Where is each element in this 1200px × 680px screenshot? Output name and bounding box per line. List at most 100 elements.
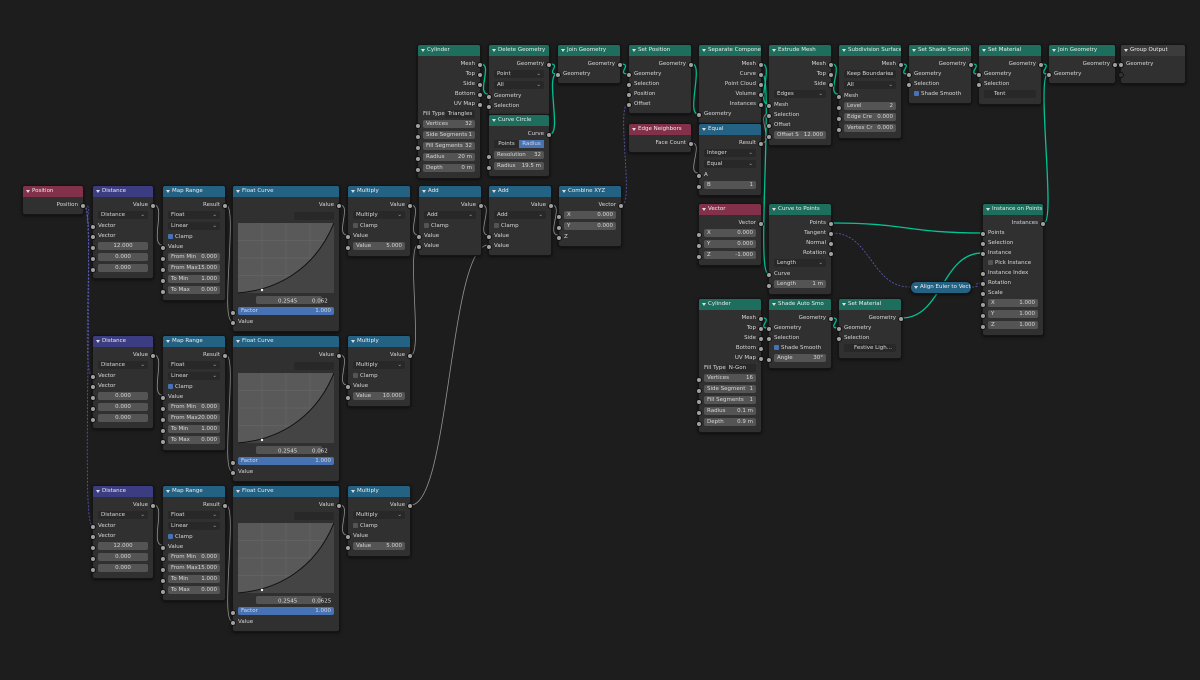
- socket[interactable]: [230, 610, 236, 616]
- socket[interactable]: [836, 326, 842, 332]
- socket[interactable]: [688, 141, 694, 147]
- material-field[interactable]: Festive Ligh...: [844, 344, 896, 352]
- socket[interactable]: [486, 104, 492, 110]
- socket[interactable]: [898, 62, 904, 68]
- socket[interactable]: [976, 82, 982, 88]
- dropdown[interactable]: Distance ⌄: [98, 511, 148, 519]
- socket[interactable]: [555, 72, 561, 78]
- socket[interactable]: [1040, 221, 1046, 227]
- number-field[interactable]: 0.000: [98, 392, 148, 400]
- socket[interactable]: [906, 82, 912, 88]
- socket[interactable]: [758, 316, 764, 322]
- socket[interactable]: [160, 289, 166, 295]
- socket[interactable]: [626, 102, 632, 108]
- socket[interactable]: [980, 271, 986, 277]
- node[interactable]: Combine XYZ Vector X 0.000 Y 0.000 Z: [556, 185, 624, 247]
- socket[interactable]: [618, 203, 624, 209]
- socket[interactable]: [836, 105, 842, 111]
- socket[interactable]: [230, 310, 236, 316]
- socket[interactable]: [160, 278, 166, 284]
- socket[interactable]: [828, 221, 834, 227]
- socket[interactable]: [90, 245, 96, 251]
- socket[interactable]: [696, 388, 702, 394]
- socket[interactable]: [150, 503, 156, 509]
- socket[interactable]: [626, 72, 632, 78]
- socket[interactable]: [230, 470, 236, 476]
- socket[interactable]: [980, 324, 986, 330]
- socket[interactable]: [980, 291, 986, 297]
- number-field[interactable]: From Max 20.000: [168, 414, 220, 422]
- socket[interactable]: [90, 256, 96, 262]
- socket[interactable]: [696, 410, 702, 416]
- socket[interactable]: [696, 254, 702, 260]
- dropdown[interactable]: Float ⌄: [168, 211, 220, 219]
- node[interactable]: Float Curve Value 0.2545 0.0625 Factor 1.000 V…: [230, 485, 342, 632]
- number-field[interactable]: Y 0.000: [564, 222, 616, 230]
- node[interactable]: Cylinder Mesh Top Side Bottom UV Map Fill Type…: [415, 44, 483, 179]
- dropdown[interactable]: Triangles: [444, 110, 475, 118]
- socket[interactable]: [336, 503, 342, 509]
- number-field[interactable]: To Min 1.000: [168, 575, 220, 583]
- number-field[interactable]: Value 10.000: [353, 392, 405, 400]
- number-field[interactable]: 0.000: [98, 253, 148, 261]
- toggle-option[interactable]: Radius: [519, 140, 544, 148]
- socket[interactable]: [546, 62, 552, 68]
- socket[interactable]: [766, 336, 772, 342]
- socket[interactable]: [478, 203, 484, 209]
- socket[interactable]: [980, 281, 986, 287]
- socket[interactable]: [828, 316, 834, 322]
- socket[interactable]: [345, 395, 351, 401]
- socket[interactable]: [758, 102, 764, 108]
- socket[interactable]: [222, 353, 228, 359]
- socket[interactable]: [416, 234, 422, 240]
- socket[interactable]: [345, 234, 351, 240]
- socket[interactable]: [626, 82, 632, 88]
- number-field[interactable]: Resolution 32: [494, 151, 544, 159]
- socket[interactable]: [345, 545, 351, 551]
- socket[interactable]: [486, 234, 492, 240]
- socket[interactable]: [1038, 62, 1044, 68]
- number-field[interactable]: Fill Segments 32: [423, 142, 475, 150]
- number-field[interactable]: Angle 30°: [774, 354, 826, 362]
- socket[interactable]: [968, 62, 974, 68]
- curve-widget[interactable]: 0.2545 0.0625: [237, 510, 335, 606]
- socket[interactable]: [980, 231, 986, 237]
- number-field[interactable]: 0.000: [98, 553, 148, 561]
- socket[interactable]: [477, 62, 483, 68]
- socket[interactable]: [90, 234, 96, 240]
- dropdown[interactable]: N-Gon: [725, 364, 756, 372]
- number-field[interactable]: Radius 0.1 m: [704, 407, 756, 415]
- node[interactable]: Group Output Geometry: [1118, 44, 1186, 84]
- socket[interactable]: [415, 145, 421, 151]
- socket[interactable]: [617, 62, 623, 68]
- socket[interactable]: [828, 241, 834, 247]
- toggle-option[interactable]: Points: [494, 140, 519, 148]
- socket[interactable]: [766, 357, 772, 363]
- socket[interactable]: [626, 92, 632, 98]
- number-field[interactable]: 12.000: [98, 542, 148, 550]
- dropdown[interactable]: Float ⌄: [168, 511, 220, 519]
- node[interactable]: Join Geometry Geometry Geometry: [555, 44, 623, 84]
- socket[interactable]: [160, 439, 166, 445]
- node[interactable]: Delete Geometry Geometry Point ⌄ All ⌄ Geometr…: [486, 44, 552, 116]
- node[interactable]: Multiply Value Multiply ⌄ Clamp Value Value 5.0…: [345, 485, 413, 557]
- socket[interactable]: [766, 326, 772, 332]
- number-field[interactable]: Factor 1.000: [238, 607, 334, 615]
- dropdown[interactable]: Add ⌄: [424, 211, 476, 219]
- socket[interactable]: [766, 113, 772, 119]
- socket[interactable]: [415, 134, 421, 140]
- number-field[interactable]: Factor 1.000: [238, 457, 334, 465]
- socket[interactable]: [160, 395, 166, 401]
- socket[interactable]: [345, 534, 351, 540]
- node[interactable]: Add Value Add ⌄ Clamp Value Value: [416, 185, 484, 256]
- socket[interactable]: [980, 302, 986, 308]
- socket[interactable]: [828, 72, 834, 78]
- socket[interactable]: [1112, 62, 1118, 68]
- dropdown[interactable]: Edges ⌄: [774, 90, 826, 98]
- number-field[interactable]: Value 5.000: [353, 542, 405, 550]
- checkbox[interactable]: [168, 234, 173, 239]
- node[interactable]: Distance Value Distance ⌄ Vector Vector 12.000…: [90, 485, 156, 579]
- number-field[interactable]: Fill Segments 1: [704, 396, 756, 404]
- socket[interactable]: [160, 567, 166, 573]
